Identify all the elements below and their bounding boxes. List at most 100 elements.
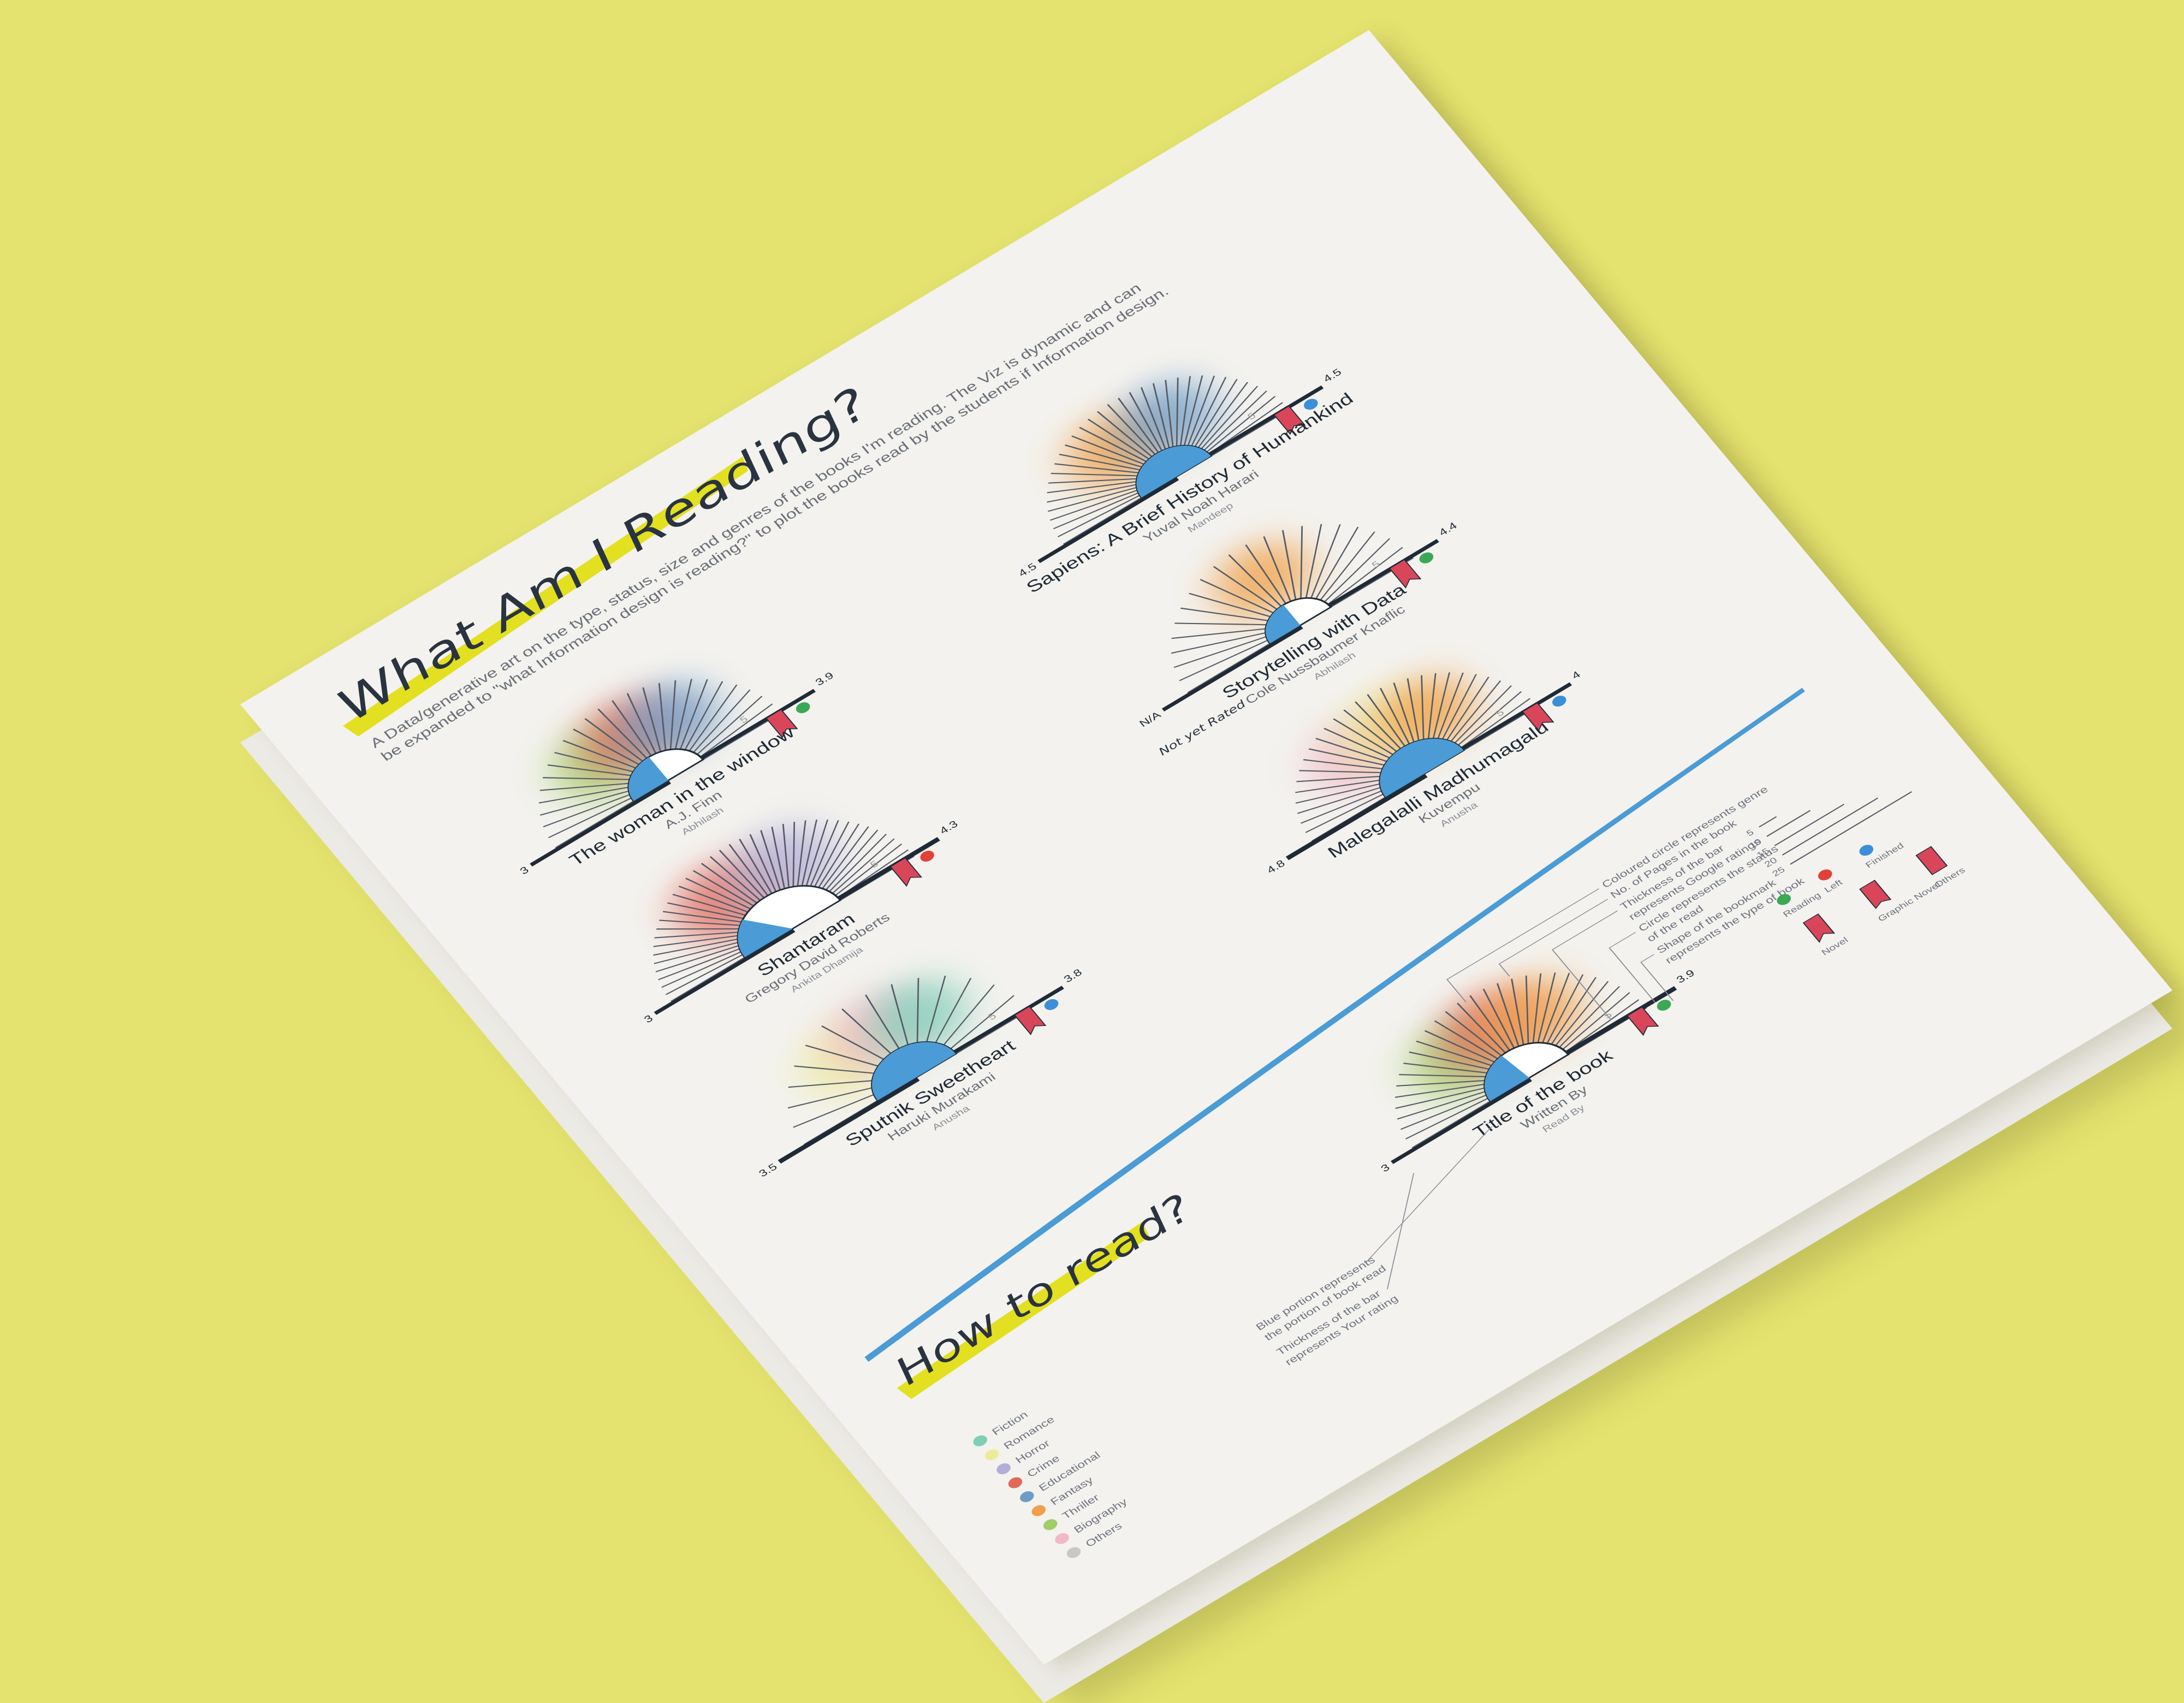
pages-line	[1782, 797, 1879, 856]
page-spoke	[1355, 701, 1402, 750]
page-spoke	[825, 829, 879, 891]
genre-swatch	[984, 1449, 999, 1461]
page-spoke	[1497, 983, 1520, 1047]
page-spoke	[1324, 538, 1391, 602]
read-portion	[1265, 604, 1301, 644]
section-divider	[864, 687, 1805, 1362]
bookmark-icon	[1388, 559, 1422, 589]
page-spoke	[891, 984, 909, 1046]
page-spoke	[1197, 382, 1249, 448]
page-spoke	[1173, 636, 1267, 668]
page-spoke	[788, 1080, 873, 1088]
bookmark-icon	[1627, 1006, 1659, 1036]
page-spoke	[1551, 977, 1597, 1045]
page-spoke	[1457, 1002, 1506, 1054]
page-spoke	[1394, 1083, 1485, 1098]
rating-bar-right	[837, 837, 940, 900]
page-spoke	[1411, 1100, 1491, 1149]
max-pages-mark: 5	[1370, 559, 1382, 571]
page-spoke	[542, 777, 630, 780]
page-spoke	[1107, 404, 1156, 455]
start-rating: 4.8	[1265, 858, 1287, 876]
page-spoke	[658, 683, 667, 751]
leader-line	[1640, 954, 1674, 1001]
page-spoke	[1446, 677, 1489, 740]
page-spoke	[1403, 1063, 1488, 1074]
page-spoke	[699, 703, 773, 757]
end-rating: 4	[1569, 669, 1583, 681]
page-spoke	[1434, 1020, 1499, 1060]
page-spoke	[1048, 478, 1137, 484]
start-rating: 3	[1379, 1162, 1392, 1174]
page-spoke	[1295, 783, 1380, 804]
page-spoke	[1558, 986, 1620, 1048]
rating-bar-right	[1565, 986, 1677, 1055]
page-spoke	[1087, 418, 1150, 460]
page-spoke	[1511, 978, 1524, 1045]
status-dot	[796, 702, 810, 714]
page-spoke	[1263, 536, 1292, 602]
page-spoke	[1165, 379, 1174, 448]
page-spoke	[1343, 709, 1398, 752]
page-spoke	[1315, 526, 1359, 599]
page-spoke	[719, 850, 765, 899]
genre-glow	[1479, 976, 1582, 1056]
page-spoke	[562, 740, 637, 769]
page-spoke	[1228, 554, 1282, 607]
page-spoke	[829, 833, 887, 892]
read-portion	[1380, 738, 1464, 797]
page-spoke	[701, 863, 758, 904]
pages-line	[1766, 810, 1811, 837]
page-spoke	[1213, 566, 1278, 610]
page-spoke	[573, 728, 640, 766]
page-spoke	[1183, 375, 1203, 446]
page-spoke	[1450, 680, 1502, 742]
rating-bar-right	[1461, 682, 1572, 750]
page-spoke	[1179, 376, 1191, 446]
title-highlight	[343, 456, 748, 737]
page-spoke	[1324, 728, 1391, 759]
page-spoke	[1203, 390, 1267, 451]
page-spoke	[1299, 770, 1382, 774]
page-spoke	[1405, 1097, 1489, 1140]
page-spoke	[653, 938, 738, 956]
read-portion	[872, 1042, 956, 1101]
page-spoke	[801, 820, 818, 886]
genre-swatch	[996, 1463, 1011, 1475]
page-spoke	[656, 928, 739, 930]
page-spoke	[1176, 377, 1179, 447]
page-spoke	[1532, 973, 1542, 1043]
status-swatch	[1777, 894, 1791, 905]
genre-swatch	[1043, 1519, 1058, 1530]
leader-line	[1551, 910, 1618, 1020]
genre-swatch	[973, 1435, 988, 1446]
leader-line	[1364, 1126, 1493, 1263]
page-spoke	[539, 782, 629, 791]
pages-label: 25	[1770, 865, 1787, 879]
page-spoke	[658, 919, 741, 926]
read-portion	[628, 757, 669, 802]
start-rating: 3	[518, 864, 531, 876]
page-spoke	[642, 687, 662, 752]
page-spoke	[805, 820, 829, 886]
page-spoke	[1206, 396, 1276, 453]
page-spoke	[1305, 793, 1384, 833]
page-spoke	[1187, 643, 1271, 693]
page-spoke	[669, 680, 676, 750]
page-spoke	[1379, 687, 1410, 745]
how-to-title: How to read?	[886, 1187, 1201, 1393]
page-spoke	[654, 931, 739, 939]
page-spoke	[1297, 787, 1381, 814]
end-rating: 3.9	[1674, 968, 1697, 986]
max-pages-mark: 5	[738, 714, 750, 726]
page-spoke	[540, 790, 630, 816]
page-spoke	[835, 844, 903, 896]
page-spoke	[1454, 685, 1512, 744]
page-spoke	[1190, 377, 1227, 447]
how-to-highlight	[897, 1221, 1150, 1399]
page-spoke	[1053, 492, 1139, 530]
page-spoke	[692, 870, 755, 907]
pages-line	[1774, 804, 1845, 846]
end-rating: 3.9	[813, 670, 836, 688]
page-spoke	[1367, 694, 1406, 747]
